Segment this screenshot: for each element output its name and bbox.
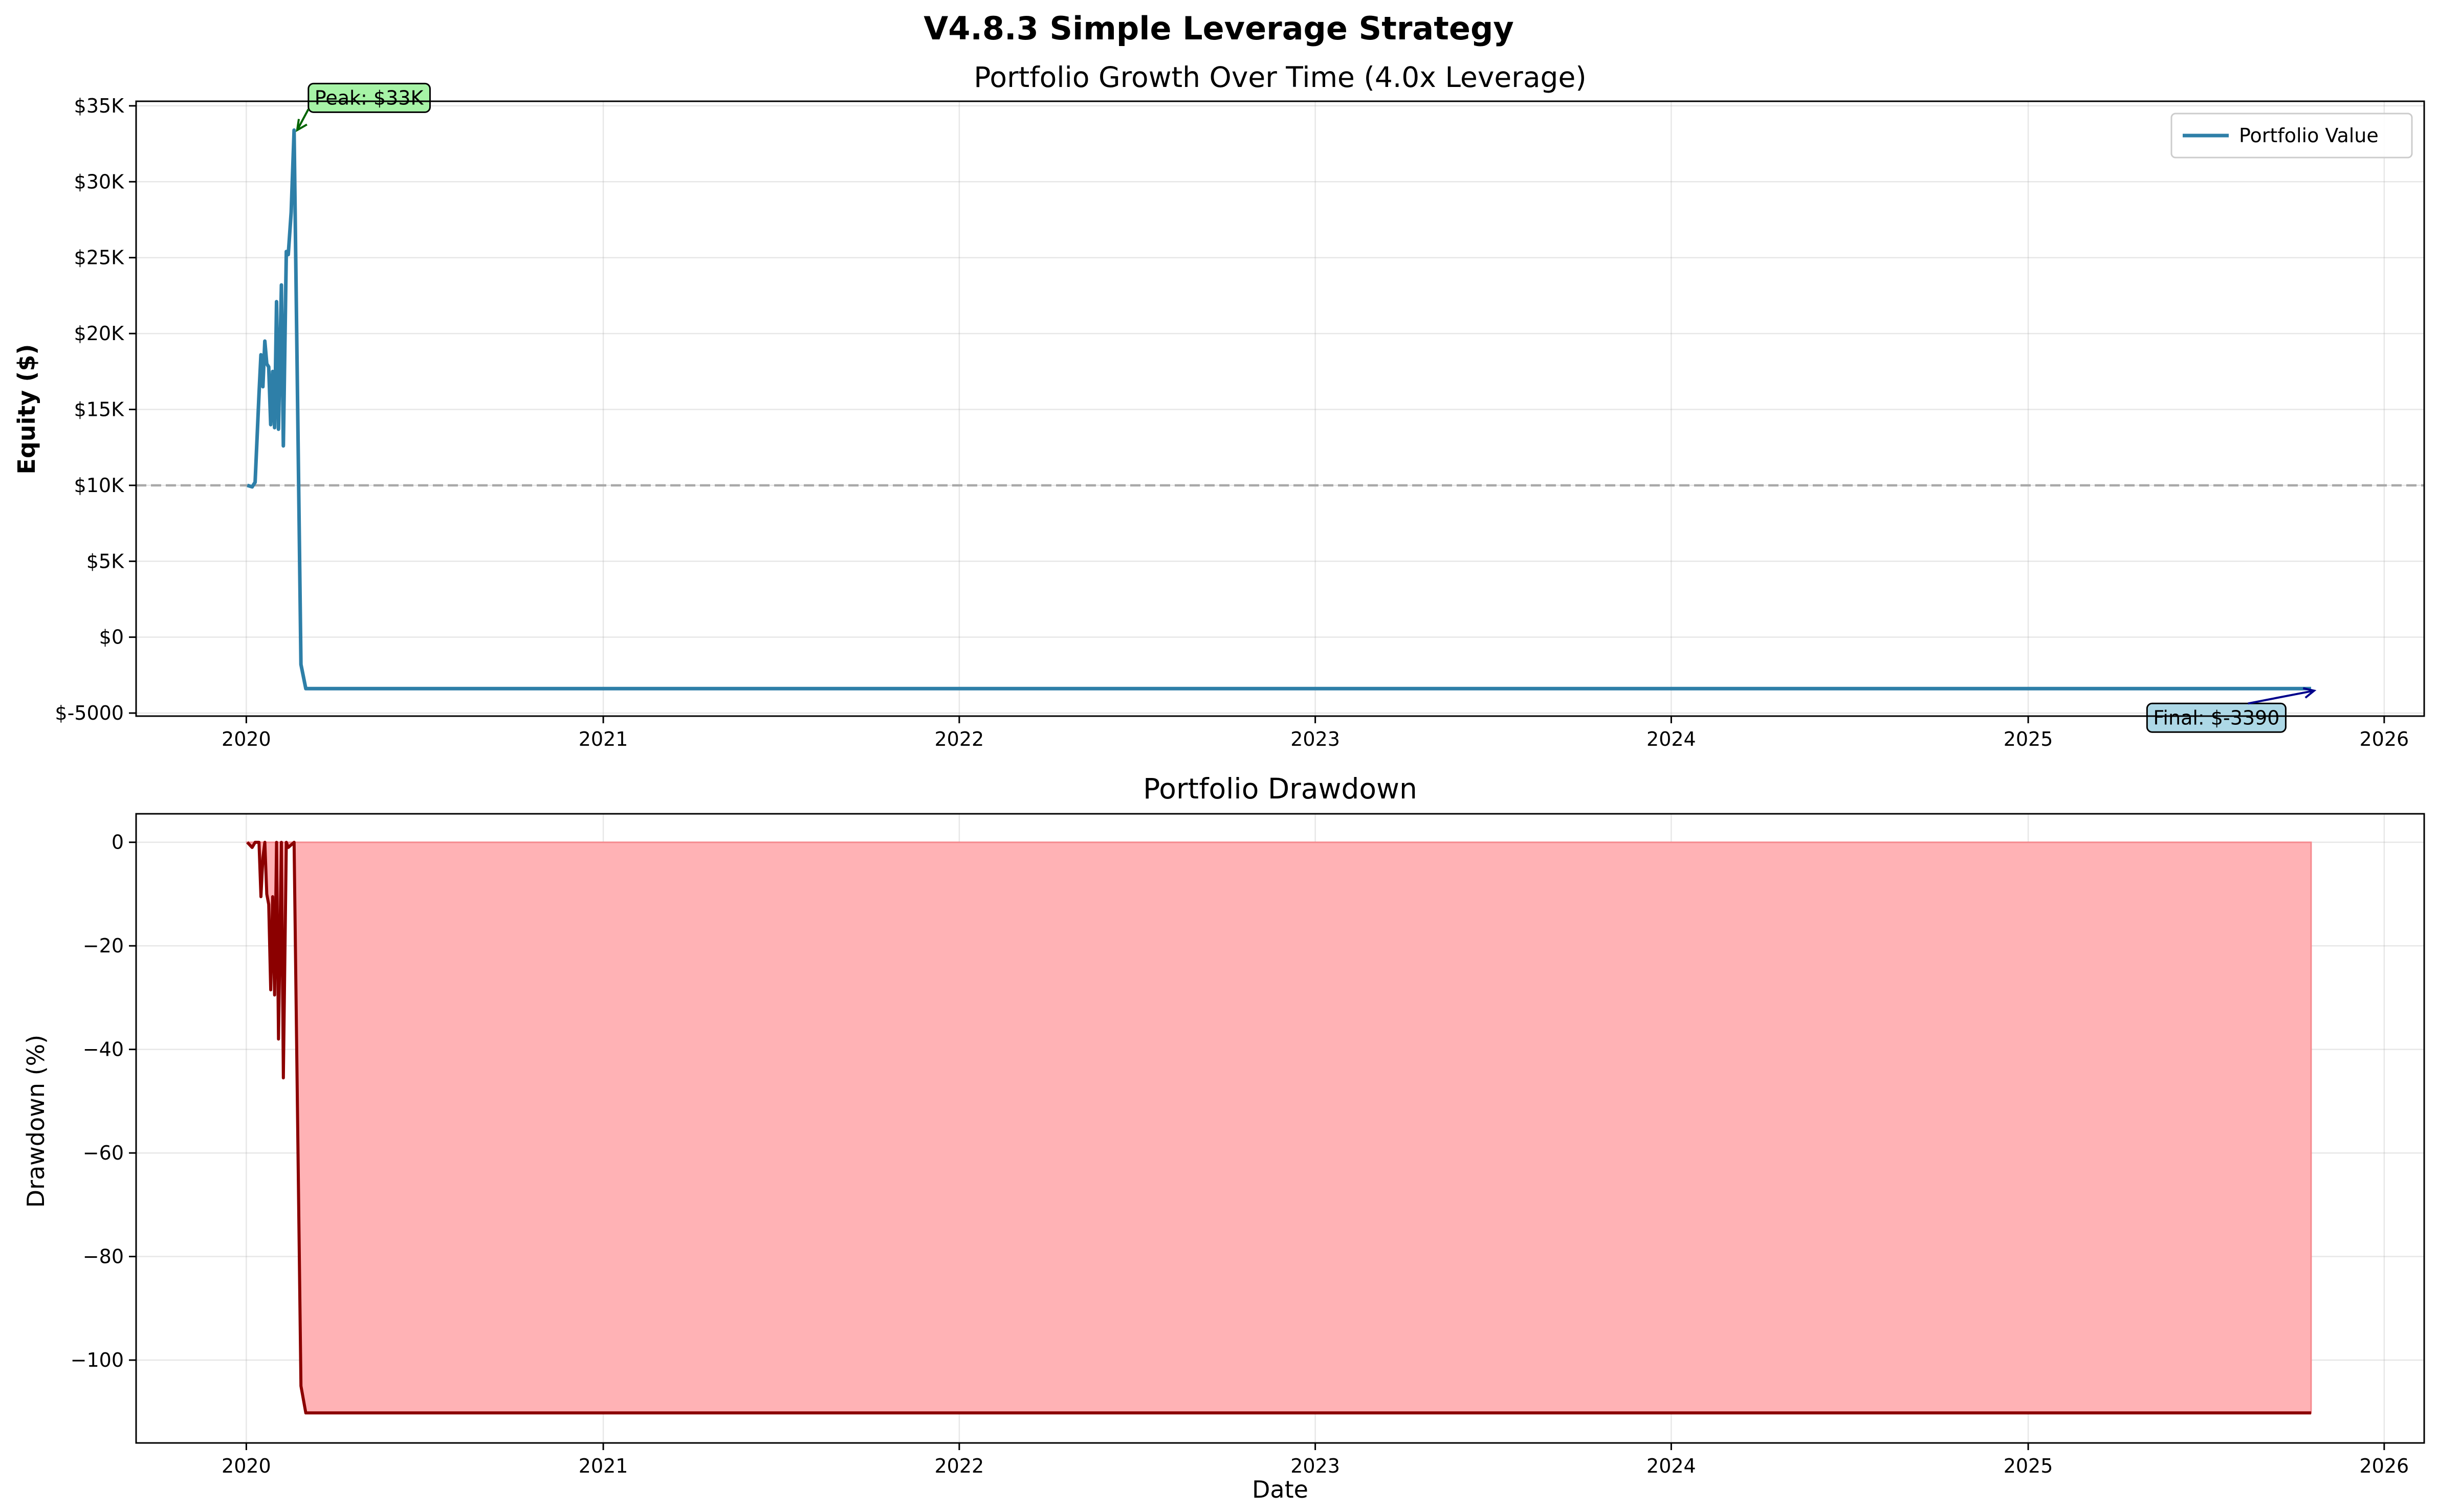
drawdown-y-tick-label: −60 — [83, 1142, 124, 1164]
equity-x-tick-label: 2024 — [1646, 728, 1696, 750]
equity-x-tick-label: 2021 — [579, 728, 628, 750]
annotation-label: Peak: $33K — [315, 86, 424, 109]
annotation-arrowhead — [296, 119, 308, 132]
equity-subplot: Portfolio Growth Over Time (4.0x Leverag… — [13, 61, 2425, 750]
drawdown-x-tick-label: 2023 — [1290, 1455, 1340, 1477]
equity-y-tick-label: $25K — [74, 247, 125, 269]
drawdown-subplot-title: Portfolio Drawdown — [1143, 772, 1417, 805]
drawdown-x-axis-label: Date — [1252, 1476, 1308, 1503]
equity-y-tick-label: $30K — [74, 170, 125, 193]
drawdown-y-tick-label: −80 — [83, 1246, 124, 1268]
equity-x-tick-label: 2026 — [2359, 728, 2409, 750]
equity-y-tick-label: $-5000 — [55, 702, 124, 724]
equity-x-tick-label: 2023 — [1290, 728, 1340, 750]
equity-axes-frame — [135, 100, 2425, 717]
annotation-box — [308, 82, 431, 113]
drawdown-y-tick-label: −20 — [83, 935, 124, 957]
drawdown-y-tick-label: −100 — [71, 1349, 124, 1371]
equity-y-axis-label: Equity ($) — [13, 344, 40, 475]
annotation-arrow — [296, 108, 310, 131]
equity-y-tick-label: $10K — [74, 474, 125, 497]
equity-y-tick-label: $35K — [74, 95, 125, 117]
drawdown-x-ticks: 2020 2021 2022 2023 2024 2025 2026 — [222, 1443, 2409, 1477]
drawdown-series-line — [246, 840, 2311, 1415]
drawdown-series-layer — [245, 840, 2312, 1415]
equity-series-line — [247, 128, 2311, 691]
drawdown-y-tick-label: −40 — [83, 1038, 124, 1061]
equity-legend: Portfolio Value — [2170, 113, 2413, 159]
equity-x-tick-label: 2025 — [2004, 728, 2053, 750]
equity-grid — [136, 101, 2424, 716]
drawdown-x-tick-label: 2026 — [2359, 1455, 2409, 1477]
annotation-arrow — [2248, 690, 2315, 705]
equity-x-ticks: 2020 2021 2022 2023 2024 2025 2026 — [222, 716, 2409, 750]
drawdown-y-tick-label: 0 — [112, 831, 124, 854]
equity-series-layer — [247, 128, 2311, 691]
equity-y-tick-label: $5K — [86, 550, 124, 572]
legend-label: Portfolio Value — [2239, 124, 2379, 147]
equity-subplot-title: Portfolio Growth Over Time (4.0x Leverag… — [974, 61, 1587, 94]
drawdown-x-tick-label: 2025 — [2004, 1455, 2053, 1477]
equity-y-tick-label: $20K — [74, 322, 125, 345]
equity-y-tick-label: $15K — [74, 398, 125, 420]
drawdown-axes-frame — [135, 813, 2425, 1444]
legend-box — [2170, 113, 2413, 159]
equity-x-tick-label: 2020 — [222, 728, 271, 750]
figure-suptitle: V4.8.3 Simple Leverage Strategy — [924, 10, 1514, 47]
annotation-label: Final: $-3390 — [2153, 706, 2279, 729]
drawdown-x-tick-label: 2022 — [934, 1455, 984, 1477]
drawdown-area-fill — [245, 840, 2312, 1414]
drawdown-subplot: Portfolio Drawdown Drawdown (%) Date 202… — [22, 772, 2425, 1503]
annotation-arrowhead — [2302, 687, 2317, 699]
equity-annotations: Peak: $33K Final: $-3390 — [296, 82, 2317, 733]
equity-y-tick-label: $0 — [99, 626, 124, 649]
drawdown-x-tick-label: 2020 — [222, 1455, 271, 1477]
equity-x-tick-label: 2022 — [934, 728, 984, 750]
annotation-box — [2146, 702, 2287, 733]
drawdown-x-tick-label: 2021 — [579, 1455, 628, 1477]
drawdown-y-axis-label: Drawdown (%) — [22, 1035, 50, 1208]
drawdown-y-ticks: 0 −20 −40 −60 −80 −100 — [71, 831, 136, 1371]
equity-y-ticks: $-5000 $0 $5K $10K $15K $20K $25K $30K $35K — [55, 95, 136, 724]
drawdown-x-tick-label: 2024 — [1646, 1455, 1696, 1477]
